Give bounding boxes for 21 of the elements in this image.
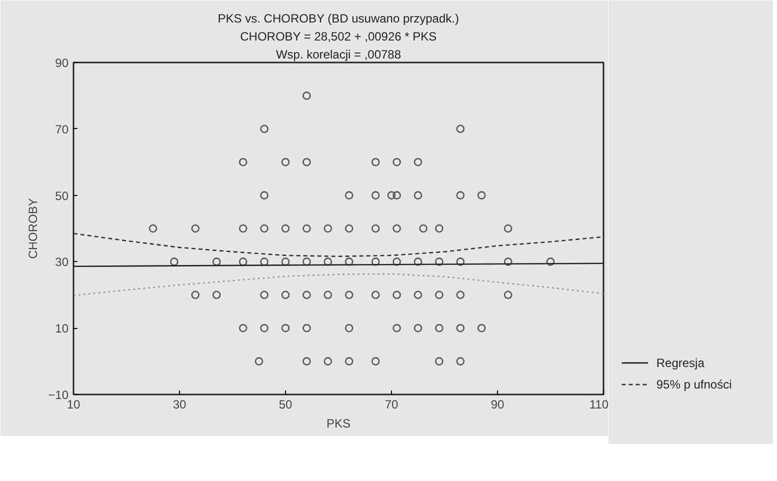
x-tick-label: 50: [278, 398, 292, 412]
line-series: [74, 273, 604, 296]
y-tick-label: 10: [55, 322, 69, 336]
y-tick-label: 90: [55, 56, 69, 70]
text: Wsp. korelacji = ,00788: [276, 48, 402, 62]
chart-subtitle: CHOROBY = 28,502 + ,00926 * PKS: [240, 30, 437, 44]
y-axis-title: CHOROBY: [26, 198, 40, 259]
chart-title: PKS vs. CHOROBY (BD usuwano przypadk.): [218, 12, 459, 26]
legend-label: Regresja: [656, 356, 705, 370]
y-tick-label: 30: [55, 255, 69, 270]
x-tick-label: 10: [66, 398, 80, 412]
x-tick-label: 30: [172, 398, 186, 412]
x-tick-label: 90: [490, 398, 504, 412]
y-tick-label: 70: [55, 122, 69, 136]
y-tick-label: −10: [48, 388, 69, 402]
x-tick-label: 110: [589, 398, 609, 412]
y-tick-label: 50: [55, 188, 69, 203]
legend-label: 95% p ufności: [656, 378, 732, 392]
line-series: [74, 232, 604, 258]
x-axis-title: PKS: [326, 416, 351, 430]
x-tick-label: 70: [384, 398, 398, 412]
